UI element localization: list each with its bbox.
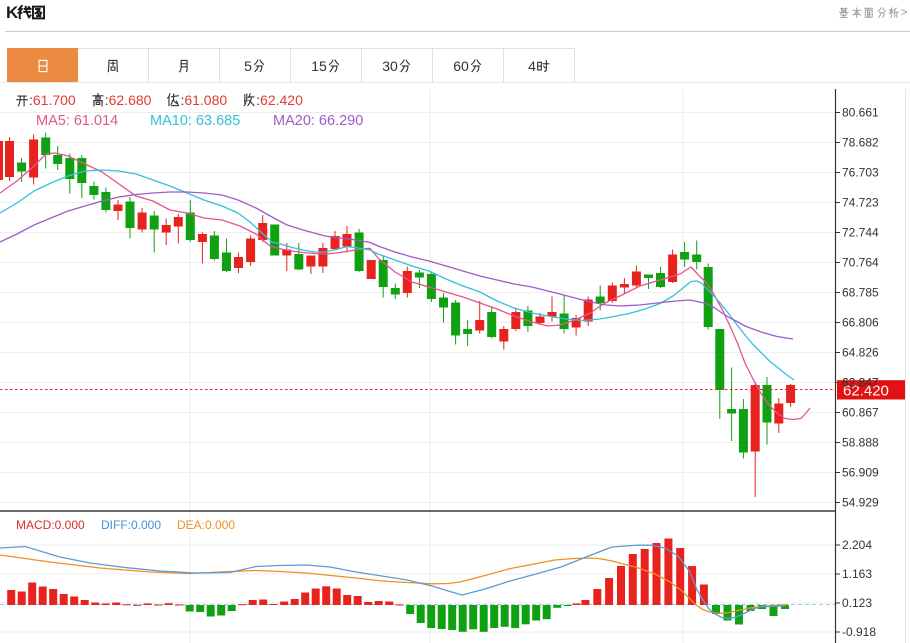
svg-text:70.764: 70.764 — [842, 256, 879, 270]
svg-text:56.909: 56.909 — [842, 466, 879, 480]
svg-text:58.888: 58.888 — [842, 436, 879, 450]
svg-text:60.867: 60.867 — [842, 406, 879, 420]
svg-text:74.723: 74.723 — [842, 196, 879, 210]
svg-text:1.163: 1.163 — [842, 567, 872, 581]
svg-text:54.929: 54.929 — [842, 496, 879, 510]
svg-text:66.806: 66.806 — [842, 316, 879, 330]
svg-text:76.703: 76.703 — [842, 166, 879, 180]
svg-text:80.661: 80.661 — [842, 106, 879, 120]
svg-text:-0.918: -0.918 — [842, 625, 876, 639]
svg-text:62.420: 62.420 — [843, 382, 889, 399]
svg-text:62.847: 62.847 — [842, 376, 879, 390]
svg-text:68.785: 68.785 — [842, 286, 879, 300]
svg-text:64.826: 64.826 — [842, 346, 879, 360]
svg-text:2.204: 2.204 — [842, 538, 872, 552]
svg-text:0.123: 0.123 — [842, 596, 872, 610]
svg-text:72.744: 72.744 — [842, 226, 879, 240]
svg-text:78.682: 78.682 — [842, 136, 879, 150]
